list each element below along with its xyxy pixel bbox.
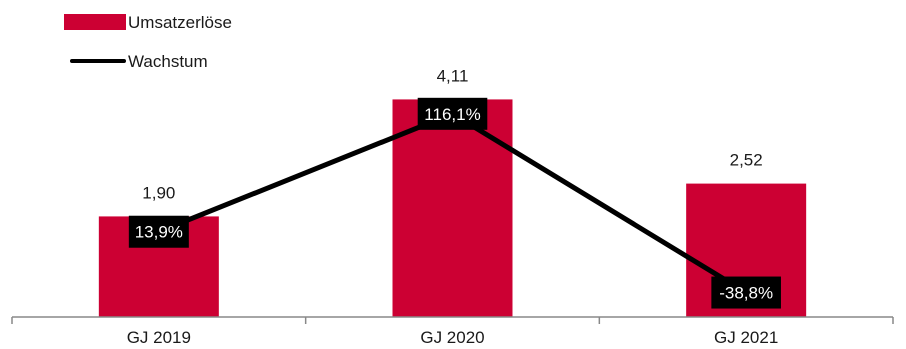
x-tick-label: GJ 2019 — [127, 328, 191, 347]
bar-labels-group: 1,90 4,11 2,52 — [142, 66, 762, 202]
growth-value-label: -38,8% — [719, 284, 773, 303]
legend: Umsatzerlöse Wachstum — [64, 13, 232, 71]
x-axis: GJ 2019 GJ 2020 GJ 2021 — [11, 316, 894, 347]
growth-value-label: 13,9% — [135, 223, 183, 242]
x-tick-label: GJ 2020 — [420, 328, 484, 347]
growth-label-bg — [711, 276, 781, 309]
legend-label-wachstum: Wachstum — [128, 52, 208, 71]
bar-value-label: 1,90 — [142, 183, 175, 202]
growth-label-bg — [417, 97, 488, 130]
bars-group — [98, 99, 807, 317]
growth-value-label: 116,1% — [424, 105, 480, 124]
growth-label-box: 13,9% — [128, 215, 189, 248]
growth-label-bg — [128, 215, 189, 248]
bar-value-label: 4,11 — [437, 66, 469, 85]
growth-label-box: 116,1% — [417, 97, 488, 130]
x-tick-label: GJ 2021 — [714, 328, 778, 347]
growth-label-box: -38,8% — [711, 276, 781, 309]
bar-value-label: 2,52 — [730, 151, 763, 170]
legend-swatch-umsatzerloese — [64, 14, 126, 30]
legend-label-umsatzerloese: Umsatzerlöse — [128, 13, 232, 32]
growth-line-group: 13,9% 116,1% -38,8% — [128, 97, 781, 309]
